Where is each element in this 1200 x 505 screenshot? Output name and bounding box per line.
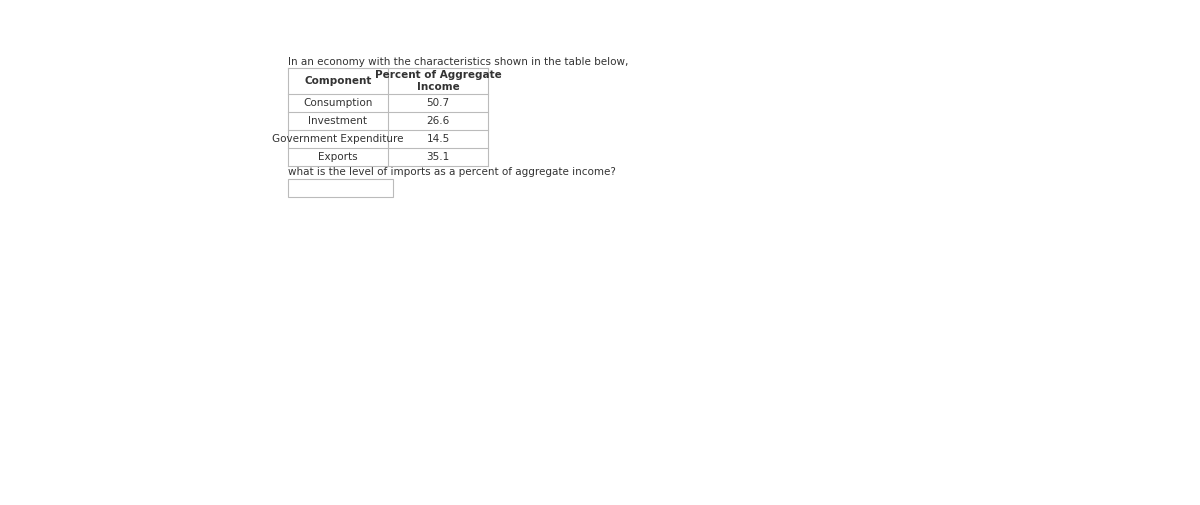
Text: Exports: Exports <box>318 152 358 162</box>
Text: 35.1: 35.1 <box>426 152 450 162</box>
Text: what is the level of imports as a percent of aggregate income?: what is the level of imports as a percen… <box>288 167 616 177</box>
Text: 14.5: 14.5 <box>426 134 450 144</box>
Text: Investment: Investment <box>308 116 367 126</box>
Text: 50.7: 50.7 <box>426 98 450 108</box>
Text: Component: Component <box>305 76 372 86</box>
Text: In an economy with the characteristics shown in the table below,: In an economy with the characteristics s… <box>288 57 629 67</box>
Text: Government Expenditure: Government Expenditure <box>272 134 403 144</box>
Text: Consumption: Consumption <box>304 98 373 108</box>
Text: 26.6: 26.6 <box>426 116 450 126</box>
Text: Percent of Aggregate
Income: Percent of Aggregate Income <box>374 70 502 92</box>
